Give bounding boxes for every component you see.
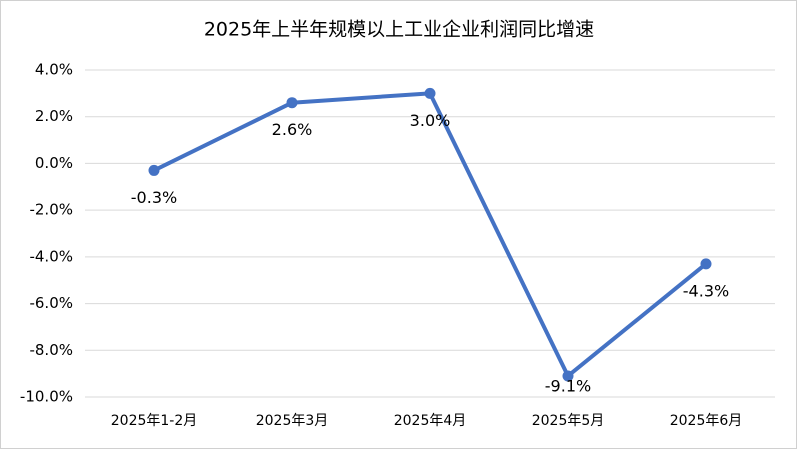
point bbox=[286, 97, 298, 109]
point bbox=[562, 370, 574, 382]
data-label: 2.6% bbox=[272, 120, 313, 139]
y-tick-label: 4.0% bbox=[35, 61, 73, 79]
point bbox=[424, 87, 436, 99]
x-tick-label: 2025年3月 bbox=[256, 413, 329, 429]
x-tick-label: 2025年4月 bbox=[394, 413, 467, 429]
point bbox=[700, 258, 712, 270]
x-tick-label: 2025年1-2月 bbox=[111, 413, 198, 429]
data-label: -4.3% bbox=[683, 281, 729, 300]
y-tick-label: -4.0% bbox=[29, 247, 73, 265]
y-tick-label: -8.0% bbox=[29, 341, 73, 359]
x-tick-label: 2025年5月 bbox=[532, 413, 605, 429]
y-tick-label: -10.0% bbox=[20, 388, 73, 406]
point bbox=[148, 164, 160, 176]
data-label: -0.3% bbox=[131, 188, 177, 207]
data-label: 3.0% bbox=[410, 111, 451, 130]
y-tick-label: -6.0% bbox=[29, 294, 73, 312]
x-tick-label: 2025年6月 bbox=[670, 413, 743, 429]
y-tick-label: -2.0% bbox=[29, 201, 73, 219]
y-tick-label: 0.0% bbox=[35, 154, 73, 172]
chart-title: 2025年上半年规模以上工业企业利润同比增速 bbox=[204, 19, 594, 41]
data-label: -9.1% bbox=[545, 376, 591, 395]
y-tick-label: 2.0% bbox=[35, 107, 73, 125]
